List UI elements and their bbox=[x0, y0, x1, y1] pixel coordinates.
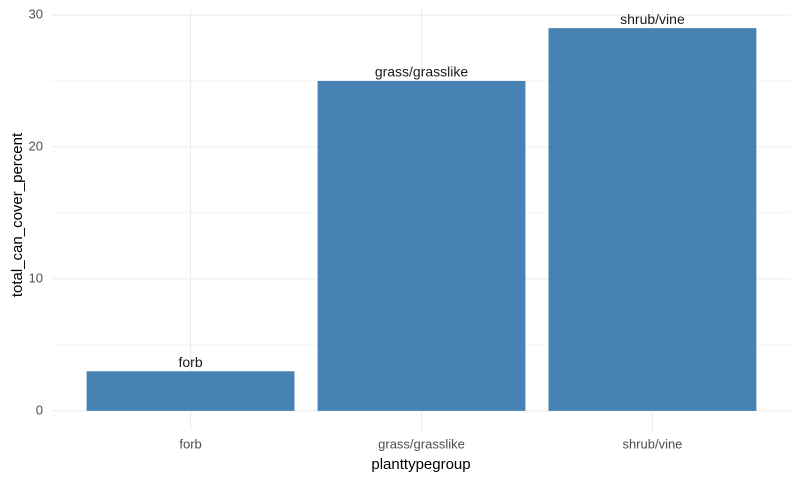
x-tick-label: grass/grasslike bbox=[378, 436, 465, 451]
x-axis-title: planttypegroup bbox=[371, 456, 470, 473]
bar-label: forb bbox=[179, 354, 203, 370]
y-tick-label: 0 bbox=[36, 402, 43, 417]
bar-label: grass/grasslike bbox=[375, 64, 469, 80]
y-tick-label: 20 bbox=[29, 138, 43, 153]
bar-label: shrub/vine bbox=[620, 11, 685, 27]
bar bbox=[86, 371, 295, 411]
y-axis-title: total_can_cover_percent bbox=[9, 132, 26, 297]
x-tick-label: forb bbox=[179, 436, 201, 451]
y-tick-label: 30 bbox=[29, 6, 43, 21]
y-tick-label: 10 bbox=[29, 270, 43, 285]
x-tick-label: shrub/vine bbox=[622, 436, 682, 451]
bar bbox=[548, 28, 757, 411]
bar bbox=[317, 80, 526, 411]
